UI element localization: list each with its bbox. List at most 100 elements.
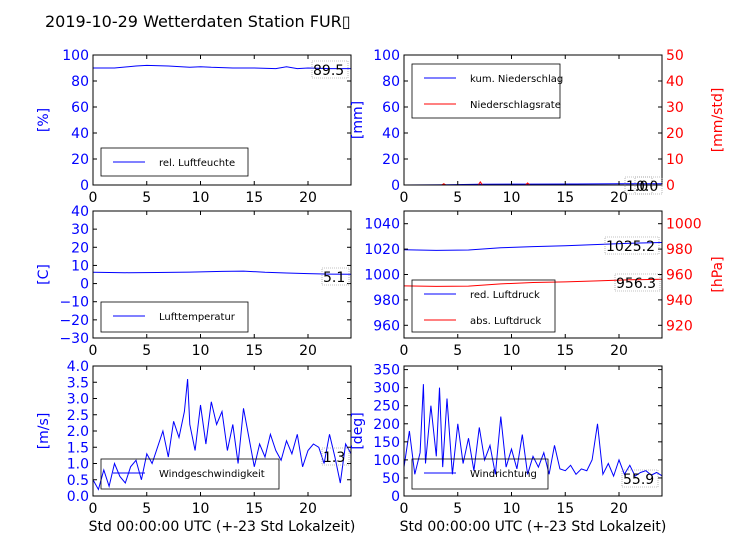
panel-3-ytick-label: 20	[71, 240, 89, 256]
panel-6-ytick-label: 350	[373, 363, 400, 379]
panel-1-xtick-label: 20	[299, 190, 317, 206]
panel-2-ytick-label: 100	[373, 48, 400, 64]
panel-1-ytick-label: 80	[71, 74, 89, 90]
panel-6-series-1-line	[403, 384, 663, 478]
panel-3-frame	[92, 210, 352, 339]
panel-6-ytick-label: 150	[373, 435, 400, 451]
panel-3-annotation-1: 5.1	[323, 270, 345, 286]
panel-3-ytick-label: −30	[59, 331, 89, 347]
panel-1-series-1-line	[93, 64, 351, 70]
panel-6-xlabel: Std 00:00:00 UTC (+-23 Std Lokalzeit)	[400, 519, 667, 535]
panel-6-frame	[403, 365, 663, 497]
panel-5-legend-box	[100, 458, 280, 490]
panel-5-xtick-label: 15	[245, 501, 263, 517]
panel-2-annotation-2: 0.0	[636, 179, 658, 195]
panel-5-ytick-label: 1.0	[67, 457, 89, 473]
panel-4-annotation-1: 1025.2	[606, 239, 655, 255]
panel-3-xtick-label: 5	[142, 343, 151, 359]
panel-3-ytick-label: 40	[71, 204, 89, 220]
panel-4-y2label: [hPa]	[710, 256, 726, 292]
panel-2-legend-label-1: kum. Niederschlag	[470, 74, 563, 85]
panel-4-xtick-label: 15	[556, 343, 574, 359]
figure-title: 2019-10-29 Wetterdaten Station FUR▯	[45, 12, 351, 31]
panel-3-ylabel: [C]	[36, 264, 52, 285]
panel-5-xlabel: Std 00:00:00 UTC (+-23 Std Lokalzeit)	[89, 519, 356, 535]
panel-4-series-1-line	[403, 242, 663, 251]
panel-1-xtick-label: 5	[142, 190, 151, 206]
panel-6-legend-box	[411, 458, 549, 490]
panel-2-ytick-label: 40	[382, 126, 400, 142]
panel-5-ytick-label: 2.5	[67, 408, 89, 424]
panel-6-xtick-label: 10	[503, 501, 521, 517]
panel-3-ytick-label: −10	[59, 295, 89, 311]
panel-2-ytick-label: 60	[382, 100, 400, 116]
panel-4-annotation-box	[614, 273, 661, 292]
panel-4-xtick-label: 0	[400, 343, 409, 359]
panel-5-ytick-label: 0.0	[67, 489, 89, 505]
panel-6-xtick-label: 5	[453, 501, 462, 517]
panel-1-frame	[92, 54, 352, 186]
panel-5-ytick-label: 4.0	[67, 359, 89, 375]
panel-5-ytick-label: 2.0	[67, 424, 89, 440]
panel-1-ytick-label: 60	[71, 100, 89, 116]
panel-2-y2tick-label: 0	[666, 178, 675, 194]
panel-3-xtick-label: 15	[245, 343, 263, 359]
panel-5-annotation-1: 1.3	[323, 450, 345, 466]
panel-2-y2tick-label: 40	[666, 74, 684, 90]
panel-1-legend-label-1: rel. Luftfeuchte	[159, 158, 235, 169]
panel-3-series-1-line	[92, 270, 352, 275]
panel-3-ytick-label: 30	[71, 222, 89, 238]
panel-5-xtick-label: 0	[89, 501, 98, 517]
panel-5-ytick-label: 0.5	[67, 473, 89, 489]
panel-3-ytick-label: 0	[80, 277, 89, 293]
panel-2-series-2-line	[404, 181, 662, 186]
panel-4-xtick-label: 10	[503, 343, 521, 359]
panel-5-series-1-line	[92, 378, 352, 491]
panel-6-ytick-label: 250	[373, 399, 400, 415]
panel-4-y2tick-label: 1000	[666, 217, 702, 233]
panel-2-legend-box	[411, 63, 561, 119]
panel-4-ytick-label: 1000	[364, 268, 400, 284]
panel-6-xtick-label: 15	[556, 501, 574, 517]
panel-4-y2tick-label: 940	[666, 293, 693, 309]
panel-5-xtick-label: 10	[192, 501, 210, 517]
panel-2-ytick-label: 0	[391, 178, 400, 194]
panel-6-annotation-1: 55.9	[623, 472, 654, 488]
panel-6-ylabel: [deg]	[350, 412, 366, 449]
panel-5-ytick-label: 3.5	[67, 375, 89, 391]
panel-6-ytick-label: 0	[391, 489, 400, 505]
panel-3-xtick-label: 10	[192, 343, 210, 359]
panel-2-xtick-label: 15	[556, 190, 574, 206]
panel-3-legend-box	[100, 301, 249, 333]
panel-5-xtick-label: 20	[299, 501, 317, 517]
panel-3-ytick-label: −20	[59, 313, 89, 329]
panel-3-ytick-label: 10	[71, 258, 89, 274]
panel-2-ylabel: [mm]	[350, 101, 366, 139]
panel-5-ytick-label: 3.0	[67, 392, 89, 408]
panel-4-y2tick-label: 920	[666, 318, 693, 334]
panel-4-legend-label-1: red. Luftdruck	[470, 290, 540, 301]
panel-6-xtick-label: 0	[400, 501, 409, 517]
panel-2-ytick-label: 20	[382, 152, 400, 168]
panel-5-legend-label-1: Windgeschwindigkeit	[159, 469, 265, 480]
panel-3-xtick-label: 0	[89, 343, 98, 359]
panel-2-y2tick-label: 30	[666, 100, 684, 116]
panel-4-annotation-box	[604, 236, 660, 255]
panel-4-series-2-line	[403, 278, 663, 287]
panel-6-xtick-label: 20	[610, 501, 628, 517]
panel-2-xtick-label: 0	[400, 190, 409, 206]
panel-1-ytick-label: 40	[71, 126, 89, 142]
panel-4-ytick-label: 960	[373, 318, 400, 334]
panel-6-annotation-box	[621, 469, 659, 488]
panel-4-annotation-2: 956.3	[616, 276, 656, 292]
panel-6-ytick-label: 100	[373, 453, 400, 469]
panel-6-ytick-label: 50	[382, 471, 400, 487]
panel-2-y2tick-label: 10	[666, 152, 684, 168]
panel-5-ytick-label: 1.5	[67, 440, 89, 456]
panel-2-legend-label-2: Niederschlagsrate	[470, 100, 561, 111]
panel-1-xtick-label: 15	[245, 190, 263, 206]
panel-1-xtick-label: 0	[89, 190, 98, 206]
panel-1-ytick-label: 0	[80, 178, 89, 194]
panel-4-y2tick-label: 980	[666, 242, 693, 258]
